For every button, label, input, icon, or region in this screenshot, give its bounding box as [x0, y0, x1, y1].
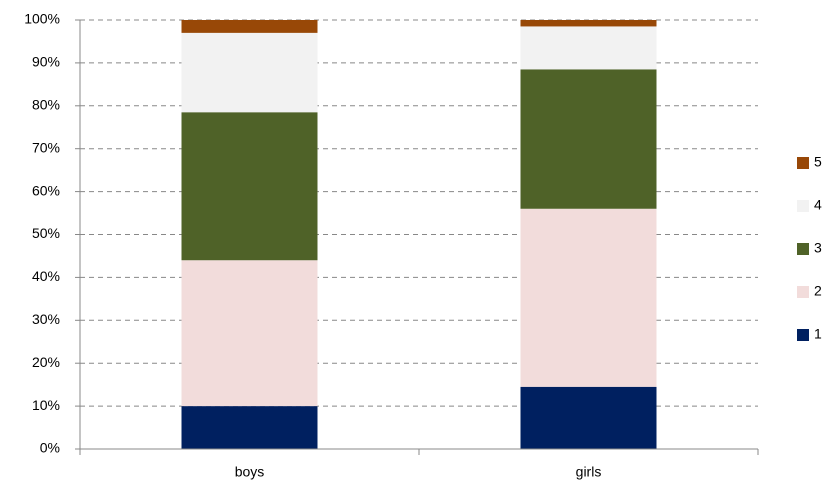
x-tick-label: boys [235, 464, 265, 480]
y-tick-label: 50% [32, 225, 60, 241]
y-tick-label: 70% [32, 139, 60, 155]
y-tick-label: 100% [24, 11, 60, 27]
legend-label: 1 [814, 326, 822, 342]
legend-swatch [797, 157, 809, 169]
legend-swatch [797, 329, 809, 341]
legend-swatch [797, 200, 809, 212]
y-tick-label: 90% [32, 54, 60, 70]
legend-swatch [797, 286, 809, 298]
bar-segment [181, 32, 318, 113]
bar-segment [181, 112, 318, 261]
y-tick-label: 0% [40, 440, 60, 456]
bar-segment [181, 20, 318, 33]
bar-segment [520, 26, 657, 70]
bar-segment [181, 406, 318, 449]
bar-segment [520, 20, 657, 27]
legend-label: 5 [814, 154, 822, 170]
legend-label: 2 [814, 283, 822, 299]
y-tick-label: 30% [32, 311, 60, 327]
y-tick-label: 60% [32, 182, 60, 198]
bar-segment [181, 260, 318, 407]
legend-label: 4 [814, 197, 822, 213]
x-tick-label: girls [576, 464, 602, 480]
y-tick-label: 10% [32, 397, 60, 413]
legend-label: 3 [814, 240, 822, 256]
legend-swatch [797, 243, 809, 255]
y-tick-label: 80% [32, 97, 60, 113]
bar-segment [520, 208, 657, 387]
y-tick-label: 40% [32, 268, 60, 284]
y-tick-label: 20% [32, 354, 60, 370]
bar-segment [520, 69, 657, 209]
bar-segment [520, 386, 657, 449]
